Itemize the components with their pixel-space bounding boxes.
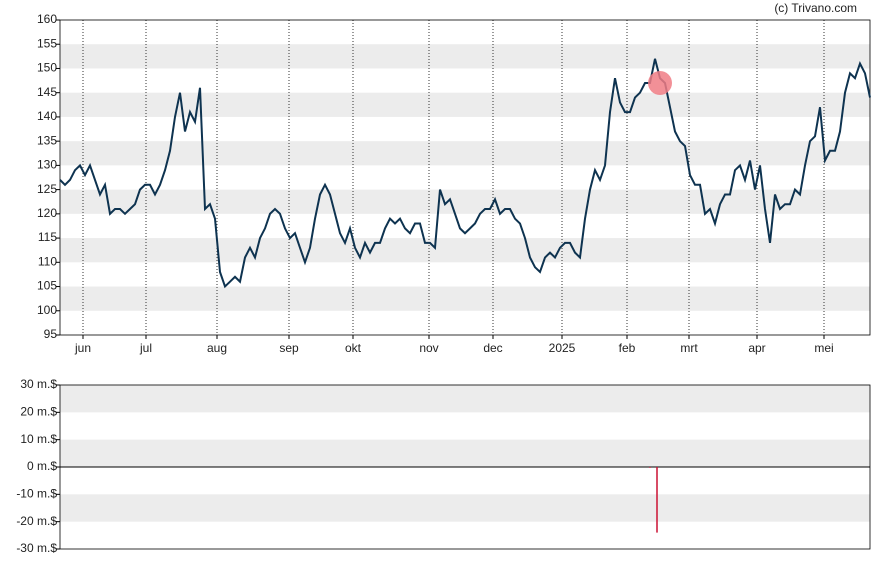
y-tick-label: 160	[37, 12, 57, 26]
x-tick-label: dec	[483, 341, 502, 355]
y-tick-label: 115	[38, 230, 57, 244]
x-tick-label: aug	[207, 341, 227, 355]
grid-band	[60, 439, 870, 467]
y-tick-label: -20 m.$	[16, 514, 57, 528]
x-tick-label: nov	[419, 341, 438, 355]
x-tick-label: 2025	[549, 341, 576, 355]
bar	[656, 467, 658, 533]
y-tick-label: 0 m.$	[27, 459, 57, 473]
y-tick-label: 105	[37, 279, 57, 293]
plot-border	[59, 19, 871, 336]
grid-band	[60, 238, 870, 263]
y-tick-label: -30 m.$	[16, 541, 57, 555]
grid-band	[60, 189, 870, 214]
bar	[649, 467, 651, 468]
grid-band	[60, 141, 870, 166]
x-tick-label: feb	[619, 341, 636, 355]
highlight-marker	[648, 71, 672, 95]
x-tick-label: mrt	[680, 341, 698, 355]
grid-band	[60, 286, 870, 311]
y-tick-label: 135	[37, 133, 57, 147]
y-tick-label: 10 m.$	[20, 432, 57, 446]
grid-band	[60, 92, 870, 117]
y-tick-label: -10 m.$	[16, 487, 57, 501]
y-tick-label: 110	[38, 254, 57, 268]
x-tick-label: jul	[139, 341, 152, 355]
x-tick-label: okt	[345, 341, 362, 355]
y-tick-label: 125	[37, 182, 57, 196]
y-tick-label: 30 m.$	[20, 377, 57, 391]
y-tick-label: 20 m.$	[20, 405, 57, 419]
plot-border	[59, 384, 871, 550]
x-tick-label: jun	[74, 341, 91, 355]
y-tick-label: 150	[37, 61, 57, 75]
source-credit: (c) Trivano.com	[774, 1, 857, 15]
y-tick-label: 120	[37, 206, 57, 220]
y-tick-label: 100	[37, 303, 57, 317]
y-tick-label: 130	[37, 158, 57, 172]
y-tick-label: 145	[37, 85, 57, 99]
price-line	[59, 58, 871, 289]
grid-band	[60, 494, 870, 522]
y-tick-label: 155	[37, 36, 57, 50]
y-tick-label: 140	[37, 109, 57, 123]
x-tick-label: sep	[279, 341, 299, 355]
x-tick-label: mei	[814, 341, 833, 355]
y-tick-label: 95	[44, 327, 58, 341]
grid-band	[60, 44, 870, 69]
grid-band	[60, 385, 870, 413]
x-tick-label: apr	[748, 341, 765, 355]
